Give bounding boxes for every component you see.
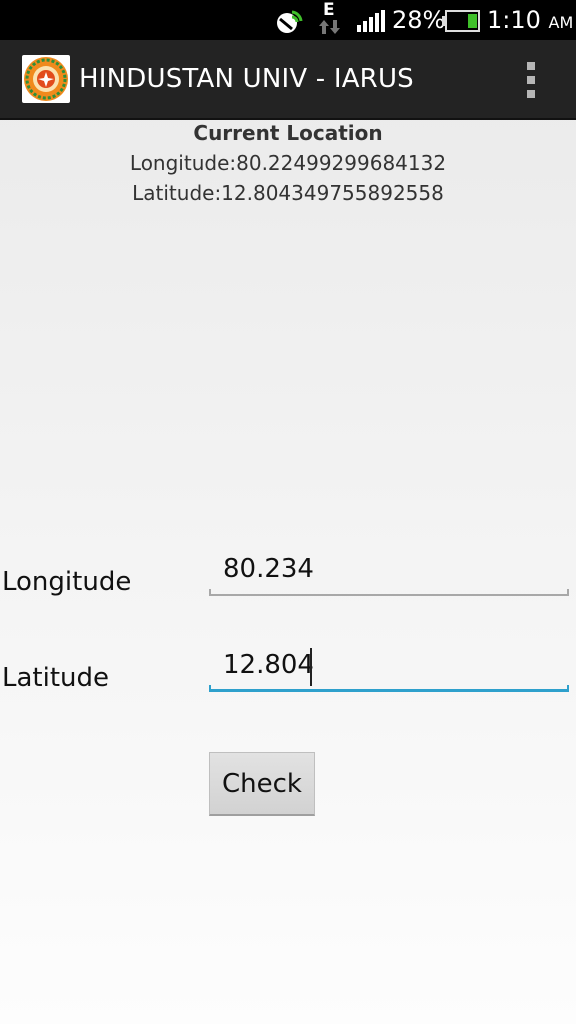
latitude-label: Latitude	[2, 663, 110, 693]
data-arrows-icon	[319, 20, 340, 34]
university-logo[interactable]	[22, 55, 70, 103]
menu-dot	[527, 90, 535, 98]
current-latitude: Latitude:12.804349755892558	[132, 181, 444, 205]
clock: 1:10 AM	[487, 6, 573, 34]
clock-time: 1:10	[487, 6, 541, 34]
longitude-input-value: 80.234	[223, 554, 314, 584]
network-type-label: E	[323, 0, 335, 20]
latitude-input-value: 12.804	[223, 650, 314, 680]
current-longitude: Longitude:80.2249929968413​2	[129, 151, 447, 175]
latitude-input-underline	[209, 689, 569, 692]
signal-icon	[357, 10, 385, 32]
latitude-input-tick	[567, 685, 569, 692]
menu-dot	[527, 76, 535, 84]
app-title: HINDUSTAN UNIV - IARUS	[79, 64, 414, 94]
longitude-input-tick	[209, 589, 211, 596]
logo-emblem-icon	[24, 57, 68, 101]
longitude-input-tick	[567, 589, 569, 596]
latitude-input-tick	[209, 685, 211, 692]
battery-percent: 28%	[392, 6, 446, 34]
overflow-menu-icon[interactable]	[522, 60, 540, 100]
longitude-input-underline	[209, 594, 569, 596]
text-caret	[310, 648, 312, 686]
longitude-input[interactable]: 80.234	[209, 552, 569, 596]
current-location-title: Current Location	[193, 121, 383, 145]
menu-dot	[527, 62, 535, 70]
app-bar: HINDUSTAN UNIV - IARUS	[0, 40, 576, 120]
clock-ampm: AM	[548, 13, 574, 32]
check-button[interactable]: Check	[209, 752, 315, 816]
status-bar: E 28% 1:10 AM	[0, 0, 576, 40]
wifi-tether-icon	[277, 10, 303, 33]
battery-icon	[442, 10, 480, 32]
longitude-label: Longitude	[2, 567, 132, 597]
latitude-input[interactable]: 12.804	[209, 648, 569, 692]
